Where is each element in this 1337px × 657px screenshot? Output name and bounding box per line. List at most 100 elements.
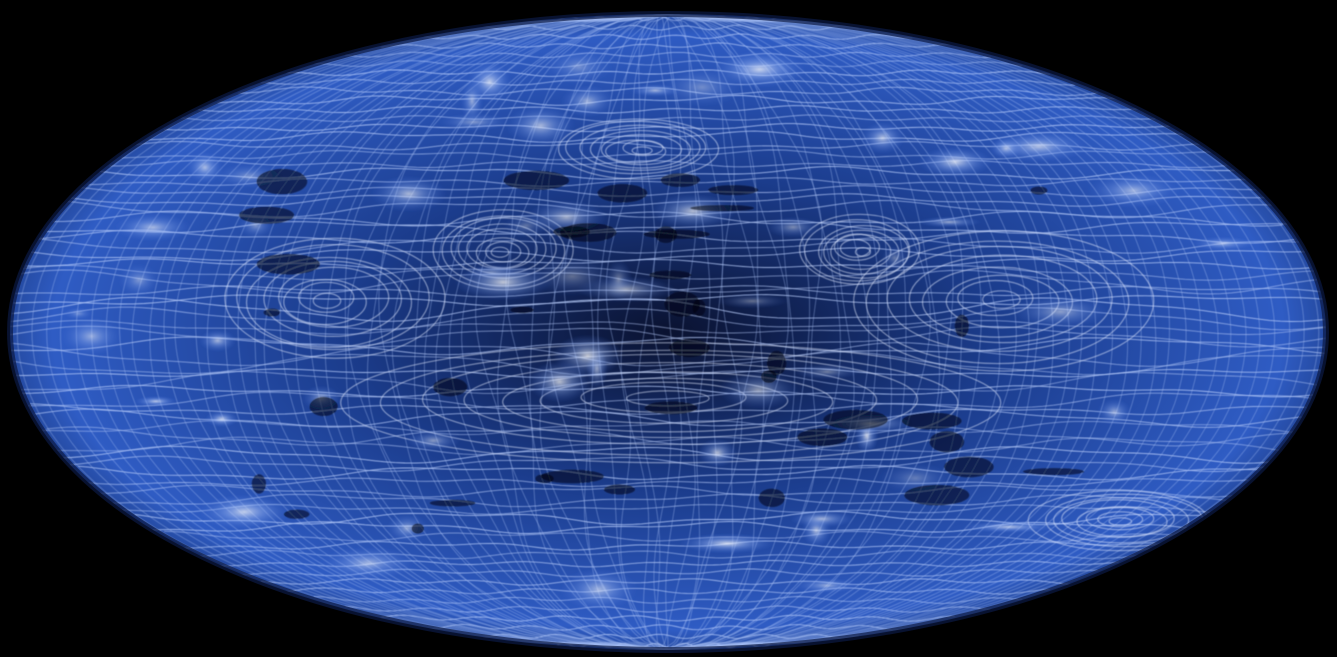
meridian-line bbox=[295, 14, 671, 650]
meridian-line bbox=[665, 14, 1083, 650]
swirl-ring bbox=[490, 246, 510, 258]
meridian-line bbox=[195, 14, 672, 650]
meridian-line bbox=[324, 14, 671, 650]
latitude-line bbox=[69, 455, 1267, 472]
meridian-line bbox=[263, 14, 670, 650]
swirl-ring bbox=[1097, 511, 1144, 528]
meridian-line bbox=[237, 14, 670, 650]
glow-spot bbox=[405, 430, 461, 452]
swirl-ring bbox=[263, 260, 403, 338]
meridian-line bbox=[650, 14, 672, 650]
meridian-line bbox=[664, 14, 1157, 650]
dark-void bbox=[256, 168, 308, 195]
latitude-line bbox=[180, 540, 1156, 551]
swirl-ring bbox=[236, 243, 430, 351]
latitude-line bbox=[163, 530, 1173, 542]
meridian-line bbox=[666, 14, 1187, 650]
glow-spot bbox=[505, 104, 576, 147]
dark-void bbox=[660, 173, 701, 187]
latitude-line bbox=[60, 445, 1276, 464]
swirl-ring bbox=[312, 292, 342, 309]
glow-spot bbox=[559, 567, 639, 612]
dark-void bbox=[929, 431, 965, 453]
meridian-line bbox=[670, 14, 1030, 650]
swirl-ring bbox=[865, 240, 1130, 365]
latitude-line bbox=[180, 114, 1156, 123]
glow-spot bbox=[544, 48, 614, 86]
dark-void bbox=[433, 377, 468, 397]
glow-spot bbox=[649, 193, 737, 229]
meridian-line bbox=[665, 14, 1170, 650]
glow-spot bbox=[766, 216, 820, 238]
meridian-line bbox=[661, 14, 682, 650]
meridian-line bbox=[149, 14, 670, 650]
meridian-line bbox=[661, 14, 855, 650]
swirl-ring bbox=[600, 133, 683, 166]
glow-spot bbox=[1097, 398, 1132, 426]
dark-void bbox=[251, 474, 267, 494]
dark-void bbox=[510, 306, 534, 314]
latitude-line bbox=[25, 258, 1311, 270]
meridian-line bbox=[563, 14, 673, 650]
dark-void bbox=[283, 509, 310, 519]
swirl-ring bbox=[463, 361, 878, 439]
glow-spot bbox=[789, 509, 855, 528]
swirl-ring bbox=[283, 278, 367, 326]
dark-void bbox=[597, 184, 648, 203]
glow-spot bbox=[117, 263, 160, 298]
swirl-ring bbox=[224, 237, 446, 359]
latitude-line bbox=[11, 342, 1325, 367]
dark-void bbox=[429, 499, 476, 507]
glow-spot bbox=[197, 493, 291, 530]
swirl-ring bbox=[818, 225, 910, 279]
glow-spot bbox=[386, 513, 429, 543]
glow-spot bbox=[1011, 295, 1110, 329]
latitude-line bbox=[217, 95, 1119, 106]
dark-void bbox=[411, 523, 425, 534]
meridian-line bbox=[670, 14, 931, 650]
swirl-ring bbox=[485, 241, 522, 263]
dark-void bbox=[708, 185, 759, 196]
glow-spot bbox=[370, 175, 448, 213]
dark-void bbox=[1023, 468, 1085, 476]
latitude-line bbox=[345, 51, 991, 58]
meridian-line bbox=[31, 14, 669, 650]
meridian-line bbox=[309, 14, 670, 650]
swirl-ring bbox=[421, 353, 919, 445]
glow-spot bbox=[560, 84, 615, 118]
meridian-line bbox=[665, 14, 1142, 650]
meridian-line bbox=[548, 14, 663, 650]
glow-spot bbox=[678, 533, 776, 554]
swirl-ring bbox=[298, 281, 355, 313]
glow-spot bbox=[454, 263, 553, 301]
swirl-ring bbox=[605, 139, 667, 164]
glow-spot bbox=[530, 256, 615, 297]
meridian-line bbox=[661, 14, 954, 650]
swirl-ring bbox=[1108, 517, 1133, 526]
meridian-line bbox=[658, 14, 823, 650]
dark-void bbox=[649, 270, 692, 280]
swirl-ring bbox=[1061, 499, 1175, 538]
glow-spot bbox=[59, 316, 124, 357]
glow-spot bbox=[63, 306, 94, 321]
swirl-ring bbox=[853, 230, 1155, 372]
latitude-line bbox=[87, 476, 1249, 487]
swirl-ring bbox=[631, 146, 653, 155]
latitude-line bbox=[423, 624, 913, 631]
dark-void bbox=[690, 204, 754, 212]
meridian-line bbox=[586, 14, 674, 650]
meridian-line bbox=[667, 14, 1305, 650]
dark-void bbox=[503, 170, 570, 191]
glow-spot bbox=[989, 137, 1023, 160]
meridian-line bbox=[131, 14, 668, 650]
dark-void bbox=[823, 409, 888, 430]
swirl-ring bbox=[557, 118, 720, 180]
glow-spot bbox=[717, 293, 788, 309]
glow-spot bbox=[718, 371, 799, 410]
meridian-line bbox=[668, 14, 1219, 650]
ellipsoid-rim bbox=[7, 11, 1329, 653]
swirl-ring bbox=[502, 371, 834, 433]
meridian-line bbox=[661, 14, 892, 650]
latitude-line bbox=[260, 578, 1076, 586]
